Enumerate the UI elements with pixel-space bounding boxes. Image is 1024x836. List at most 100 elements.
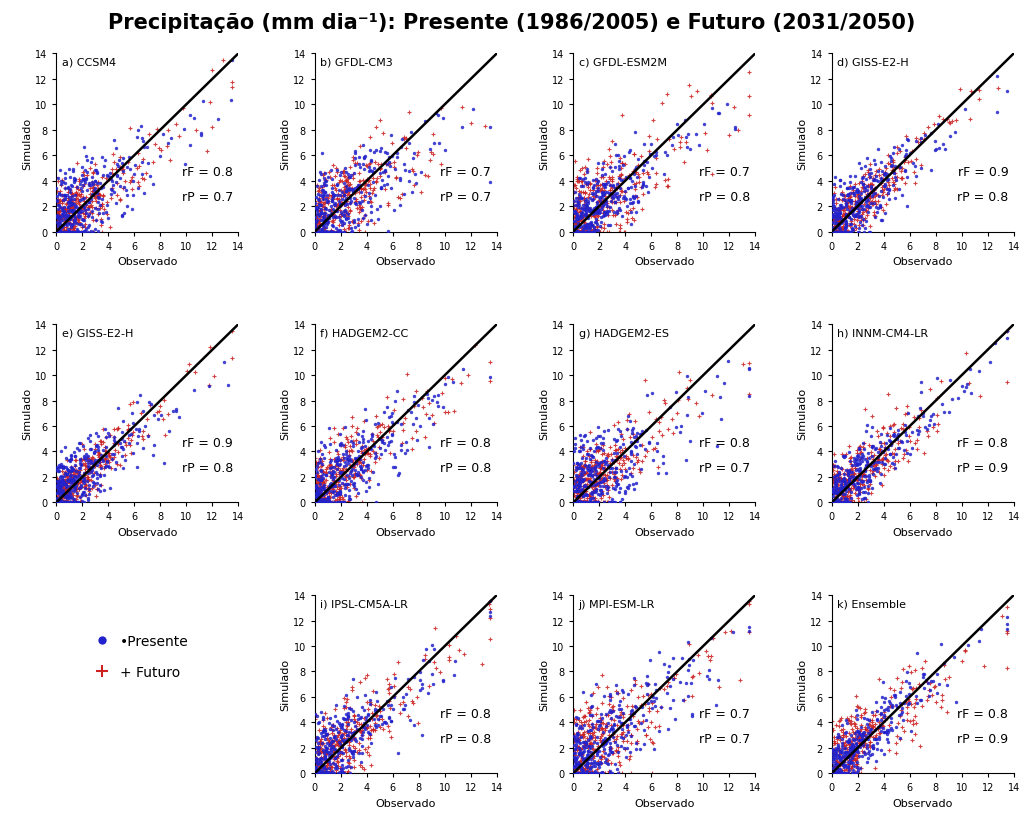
Point xyxy=(566,199,583,212)
Point xyxy=(90,446,106,460)
Point xyxy=(828,757,845,771)
Point xyxy=(125,175,141,188)
Point xyxy=(826,226,843,239)
Point xyxy=(338,212,354,225)
Point xyxy=(862,729,879,742)
Point xyxy=(606,467,623,481)
Point xyxy=(321,212,337,226)
Point xyxy=(314,213,331,227)
Point xyxy=(574,496,591,509)
Point xyxy=(858,712,874,726)
Point xyxy=(607,190,624,203)
Point xyxy=(886,418,902,431)
Point xyxy=(839,197,855,211)
Point xyxy=(338,463,354,477)
Point xyxy=(565,456,582,470)
Point xyxy=(571,470,588,483)
Point xyxy=(740,109,757,122)
Point xyxy=(95,455,112,468)
Point xyxy=(61,163,78,176)
Point xyxy=(612,446,629,459)
Point xyxy=(314,220,331,233)
Point xyxy=(353,726,370,739)
Point xyxy=(83,180,99,193)
Point xyxy=(70,204,86,217)
Point xyxy=(571,737,588,750)
Point xyxy=(833,767,849,780)
Point xyxy=(568,483,585,497)
Point xyxy=(873,479,890,492)
Point xyxy=(329,178,345,191)
Point xyxy=(848,690,864,703)
Point xyxy=(324,196,340,209)
Point xyxy=(709,440,725,453)
Y-axis label: Simulado: Simulado xyxy=(539,388,549,440)
Point xyxy=(357,186,374,200)
Point xyxy=(575,490,592,503)
Point xyxy=(50,186,67,200)
Point xyxy=(586,226,602,239)
Point xyxy=(401,714,418,727)
Point xyxy=(843,735,859,748)
Point xyxy=(854,726,870,740)
Point xyxy=(574,490,591,503)
Point xyxy=(395,158,412,171)
Point xyxy=(334,765,350,778)
Point xyxy=(309,216,326,229)
Point xyxy=(578,211,594,224)
Point xyxy=(90,203,106,217)
Point xyxy=(826,496,843,509)
Point xyxy=(623,218,639,232)
Point xyxy=(840,469,856,482)
Point xyxy=(833,226,849,239)
Point xyxy=(570,226,587,239)
Point xyxy=(592,430,608,443)
Point xyxy=(844,477,860,490)
Point xyxy=(869,175,886,188)
Point xyxy=(909,443,926,456)
Point xyxy=(570,482,587,496)
Point xyxy=(358,719,375,732)
Point xyxy=(855,726,871,740)
Point xyxy=(65,201,81,214)
Point xyxy=(318,747,335,760)
Point xyxy=(850,477,866,490)
Point xyxy=(596,187,612,201)
Point xyxy=(605,719,622,732)
Point xyxy=(835,756,851,769)
Point xyxy=(340,176,356,190)
Point xyxy=(574,461,591,474)
Point xyxy=(639,166,655,180)
Point xyxy=(603,180,620,193)
Point xyxy=(834,477,850,491)
Point xyxy=(591,443,607,456)
Point xyxy=(566,226,583,239)
Point xyxy=(889,184,905,197)
Point xyxy=(81,188,97,201)
Point xyxy=(827,496,844,509)
Point xyxy=(330,747,346,760)
Point xyxy=(858,204,874,217)
Point xyxy=(310,216,327,229)
Point xyxy=(358,159,375,172)
Point xyxy=(316,212,333,225)
Point xyxy=(874,421,891,434)
Point xyxy=(434,400,451,414)
Point xyxy=(106,463,123,477)
Point xyxy=(610,741,627,754)
Point xyxy=(336,170,352,183)
Point xyxy=(615,742,632,755)
Point xyxy=(374,418,390,431)
Point xyxy=(132,120,148,133)
Point xyxy=(884,700,900,713)
Point xyxy=(372,114,388,127)
Point xyxy=(336,185,352,198)
Point xyxy=(52,461,69,474)
Point xyxy=(337,170,353,183)
Point xyxy=(570,214,587,227)
Point xyxy=(829,496,846,509)
Point xyxy=(606,736,623,749)
Point xyxy=(373,709,389,722)
Point xyxy=(358,460,375,473)
Point xyxy=(382,181,398,195)
